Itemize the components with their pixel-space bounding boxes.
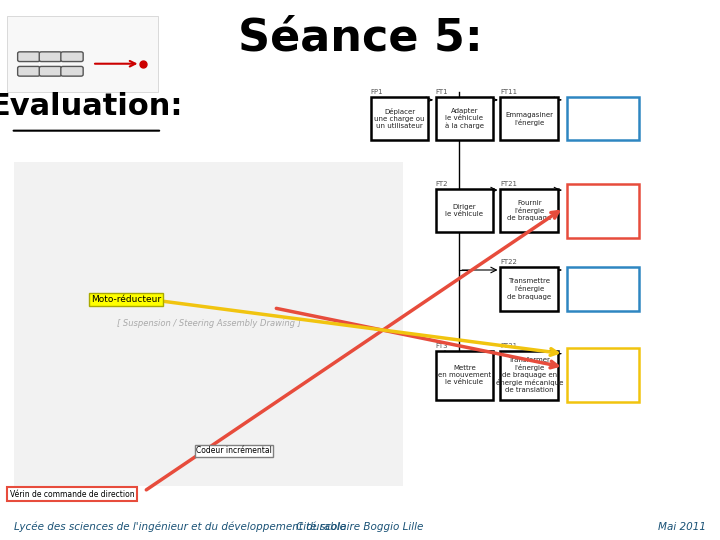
FancyBboxPatch shape	[500, 267, 558, 310]
Text: FT21: FT21	[500, 181, 518, 187]
FancyBboxPatch shape	[7, 16, 158, 92]
Text: Déplacer
une charge ou
un utilisateur: Déplacer une charge ou un utilisateur	[374, 109, 425, 129]
Text: FP1: FP1	[371, 89, 384, 95]
Text: Vérin de commande de direction: Vérin de commande de direction	[9, 490, 135, 498]
Text: Mai 2011: Mai 2011	[657, 522, 706, 532]
Text: [ Suspension / Steering Assembly Drawing ]: [ Suspension / Steering Assembly Drawing…	[117, 320, 301, 328]
Text: Emmagasiner
l'énergie: Emmagasiner l'énergie	[505, 112, 553, 126]
Text: FT2: FT2	[436, 181, 448, 187]
FancyBboxPatch shape	[567, 267, 639, 310]
FancyBboxPatch shape	[60, 66, 84, 76]
Text: Codeur incrémental: Codeur incrémental	[196, 447, 272, 455]
Text: Séance 5:: Séance 5:	[238, 16, 482, 59]
Text: FT3: FT3	[436, 343, 449, 349]
Text: FT11: FT11	[500, 89, 518, 95]
FancyBboxPatch shape	[436, 97, 493, 140]
FancyBboxPatch shape	[60, 52, 84, 62]
Text: Transmettre
l'énergie
de braquage: Transmettre l'énergie de braquage	[507, 278, 552, 300]
Text: FT31: FT31	[500, 343, 518, 349]
Text: FT22: FT22	[500, 259, 517, 265]
FancyBboxPatch shape	[500, 351, 558, 400]
FancyBboxPatch shape	[567, 184, 639, 238]
FancyBboxPatch shape	[500, 189, 558, 232]
FancyBboxPatch shape	[436, 351, 493, 400]
FancyBboxPatch shape	[567, 348, 639, 402]
Text: Cité scolaire Boggio Lille: Cité scolaire Boggio Lille	[297, 522, 423, 532]
Text: FT1: FT1	[436, 89, 449, 95]
FancyBboxPatch shape	[14, 162, 403, 486]
FancyBboxPatch shape	[371, 97, 428, 140]
Text: Diriger
le véhicule: Diriger le véhicule	[446, 204, 483, 217]
Text: Evaluation:: Evaluation:	[0, 92, 183, 121]
FancyBboxPatch shape	[567, 97, 639, 140]
Text: Lycée des sciences de l'ingénieur et du développement durable: Lycée des sciences de l'ingénieur et du …	[14, 522, 346, 532]
FancyBboxPatch shape	[17, 52, 40, 62]
FancyBboxPatch shape	[17, 66, 40, 76]
Text: Moto-réducteur: Moto-réducteur	[91, 295, 161, 304]
FancyBboxPatch shape	[40, 66, 62, 76]
FancyBboxPatch shape	[436, 189, 493, 232]
Text: Transformer
l'énergie
de braquage en
énergie mécanique
de translation: Transformer l'énergie de braquage en éne…	[495, 357, 563, 394]
FancyBboxPatch shape	[40, 52, 62, 62]
Text: Adapter
le véhicule
à la charge: Adapter le véhicule à la charge	[445, 109, 484, 129]
Text: Fournir
l'énergie
de braquage: Fournir l'énergie de braquage	[507, 200, 552, 221]
FancyBboxPatch shape	[500, 97, 558, 140]
Text: Mettre
en mouvement
le véhicule: Mettre en mouvement le véhicule	[438, 365, 491, 386]
